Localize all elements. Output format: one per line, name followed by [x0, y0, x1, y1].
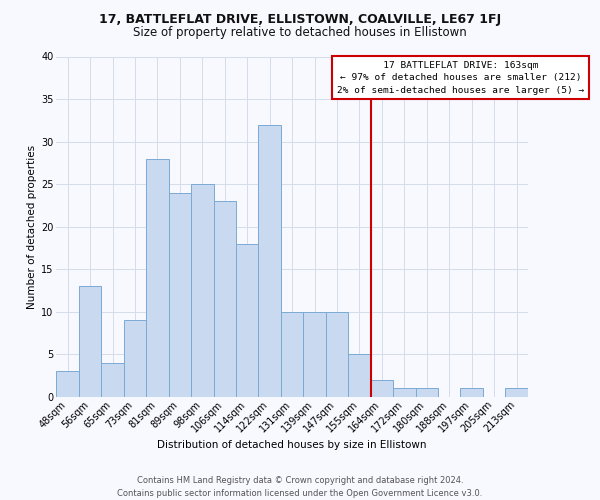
Bar	[79, 286, 101, 397]
Bar	[169, 192, 191, 397]
Bar	[371, 380, 393, 397]
Text: Size of property relative to detached houses in Ellistown: Size of property relative to detached ho…	[133, 26, 467, 39]
Text: Contains HM Land Registry data © Crown copyright and database right 2024.
Contai: Contains HM Land Registry data © Crown c…	[118, 476, 482, 498]
Bar	[124, 320, 146, 397]
X-axis label: Distribution of detached houses by size in Ellistown: Distribution of detached houses by size …	[157, 440, 427, 450]
Text: 17, BATTLEFLAT DRIVE, ELLISTOWN, COALVILLE, LE67 1FJ: 17, BATTLEFLAT DRIVE, ELLISTOWN, COALVIL…	[99, 12, 501, 26]
Bar	[56, 371, 79, 397]
Bar	[101, 362, 124, 397]
Bar	[146, 158, 169, 397]
Bar	[236, 244, 259, 397]
Bar	[416, 388, 438, 397]
Bar	[304, 312, 326, 397]
Bar	[460, 388, 483, 397]
Bar	[259, 124, 281, 397]
Bar	[214, 201, 236, 397]
Y-axis label: Number of detached properties: Number of detached properties	[27, 144, 37, 308]
Bar	[348, 354, 371, 397]
Bar	[393, 388, 416, 397]
Bar	[281, 312, 304, 397]
Text: 17 BATTLEFLAT DRIVE: 163sqm   
← 97% of detached houses are smaller (212)
2% of : 17 BATTLEFLAT DRIVE: 163sqm ← 97% of det…	[337, 61, 584, 95]
Bar	[326, 312, 348, 397]
Bar	[505, 388, 528, 397]
Bar	[191, 184, 214, 397]
